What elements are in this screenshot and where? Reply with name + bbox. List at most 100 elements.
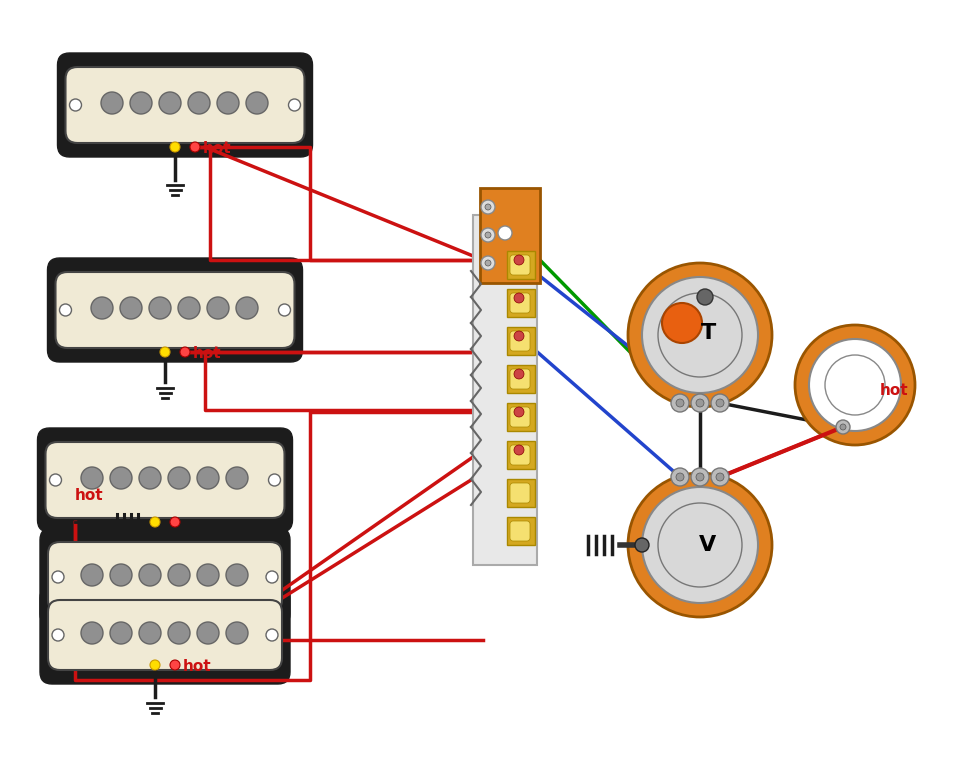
- Circle shape: [658, 503, 742, 587]
- Text: hot: hot: [75, 488, 104, 503]
- Bar: [507, 251, 535, 279]
- Circle shape: [662, 303, 702, 343]
- Circle shape: [795, 325, 915, 445]
- Circle shape: [696, 399, 704, 407]
- Text: hot: hot: [880, 383, 908, 398]
- Circle shape: [190, 142, 200, 152]
- Circle shape: [139, 622, 161, 644]
- Circle shape: [658, 293, 742, 377]
- Circle shape: [246, 92, 268, 114]
- Circle shape: [197, 467, 219, 489]
- Circle shape: [716, 399, 724, 407]
- FancyBboxPatch shape: [66, 67, 305, 143]
- FancyBboxPatch shape: [510, 255, 530, 275]
- Bar: [507, 365, 535, 393]
- Circle shape: [110, 467, 132, 489]
- Circle shape: [188, 92, 210, 114]
- FancyBboxPatch shape: [48, 542, 282, 612]
- Circle shape: [836, 420, 850, 434]
- Circle shape: [691, 468, 709, 486]
- Circle shape: [266, 629, 278, 641]
- Circle shape: [514, 331, 524, 341]
- Bar: [507, 517, 535, 545]
- Circle shape: [81, 622, 103, 644]
- Circle shape: [150, 517, 160, 527]
- Text: V: V: [700, 535, 716, 555]
- Circle shape: [809, 339, 901, 431]
- Circle shape: [514, 293, 524, 303]
- Circle shape: [716, 473, 724, 481]
- FancyBboxPatch shape: [510, 331, 530, 351]
- FancyBboxPatch shape: [510, 369, 530, 389]
- Bar: [473, 215, 537, 565]
- Circle shape: [160, 347, 170, 357]
- Bar: [480, 187, 540, 282]
- Circle shape: [197, 564, 219, 586]
- Circle shape: [81, 564, 103, 586]
- Circle shape: [485, 260, 491, 266]
- Circle shape: [50, 474, 62, 486]
- FancyBboxPatch shape: [510, 445, 530, 465]
- FancyBboxPatch shape: [56, 272, 295, 348]
- Circle shape: [628, 473, 772, 617]
- Circle shape: [481, 200, 495, 214]
- Circle shape: [485, 232, 491, 238]
- FancyBboxPatch shape: [510, 483, 530, 503]
- FancyBboxPatch shape: [45, 442, 284, 518]
- Circle shape: [170, 142, 180, 152]
- FancyBboxPatch shape: [510, 293, 530, 313]
- Circle shape: [60, 304, 72, 316]
- Circle shape: [628, 263, 772, 407]
- Circle shape: [485, 204, 491, 210]
- Circle shape: [514, 255, 524, 265]
- Circle shape: [150, 660, 160, 670]
- Circle shape: [691, 394, 709, 412]
- Text: hot: hot: [193, 346, 221, 361]
- Circle shape: [671, 468, 689, 486]
- Circle shape: [70, 99, 81, 111]
- Circle shape: [514, 445, 524, 455]
- Circle shape: [481, 256, 495, 270]
- Circle shape: [91, 297, 113, 319]
- Text: hot: hot: [203, 141, 231, 156]
- Circle shape: [81, 467, 103, 489]
- Circle shape: [207, 297, 229, 319]
- Circle shape: [840, 424, 846, 430]
- Circle shape: [236, 297, 258, 319]
- Circle shape: [642, 487, 758, 603]
- FancyBboxPatch shape: [58, 53, 313, 157]
- Circle shape: [217, 92, 239, 114]
- Circle shape: [101, 92, 123, 114]
- Circle shape: [711, 394, 729, 412]
- Circle shape: [170, 660, 180, 670]
- FancyBboxPatch shape: [510, 407, 530, 427]
- Bar: [507, 441, 535, 469]
- FancyBboxPatch shape: [48, 600, 282, 670]
- Circle shape: [498, 226, 512, 240]
- Circle shape: [139, 564, 161, 586]
- Circle shape: [197, 622, 219, 644]
- FancyBboxPatch shape: [40, 586, 290, 684]
- FancyBboxPatch shape: [510, 521, 530, 541]
- Circle shape: [676, 473, 684, 481]
- Circle shape: [825, 355, 885, 415]
- FancyBboxPatch shape: [47, 258, 303, 362]
- Circle shape: [269, 474, 280, 486]
- Circle shape: [696, 473, 704, 481]
- Circle shape: [110, 564, 132, 586]
- Circle shape: [481, 228, 495, 242]
- Circle shape: [52, 571, 64, 583]
- Circle shape: [697, 289, 713, 305]
- Circle shape: [52, 629, 64, 641]
- FancyBboxPatch shape: [37, 428, 292, 532]
- Bar: [507, 403, 535, 431]
- Bar: [507, 289, 535, 317]
- Circle shape: [711, 468, 729, 486]
- Circle shape: [635, 538, 649, 552]
- Bar: [507, 327, 535, 355]
- Text: T: T: [701, 323, 715, 343]
- Text: hot: hot: [183, 659, 212, 674]
- Circle shape: [278, 304, 290, 316]
- Circle shape: [110, 622, 132, 644]
- Circle shape: [288, 99, 301, 111]
